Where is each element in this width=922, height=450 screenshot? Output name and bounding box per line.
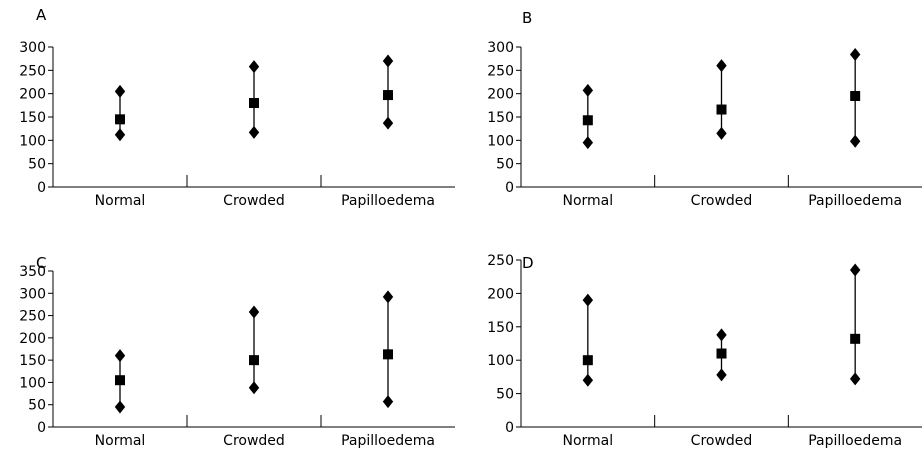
diamond-marker <box>248 305 260 319</box>
x-tick-label: Papilloedema <box>341 433 435 449</box>
diamond-marker <box>248 125 260 139</box>
y-tick-label: 150 <box>487 320 514 336</box>
y-tick-label: 250 <box>19 63 46 79</box>
y-tick-label: 200 <box>19 331 46 347</box>
y-tick-label: 250 <box>487 253 514 269</box>
square-marker <box>115 375 125 386</box>
x-tick-label: Normal <box>95 433 146 449</box>
y-tick-label: 100 <box>19 375 46 391</box>
diamond-marker <box>716 126 727 140</box>
diamond-marker <box>716 328 727 342</box>
y-tick-label: 300 <box>19 286 46 302</box>
y-tick-label: 50 <box>496 387 514 403</box>
x-tick-label: Normal <box>563 193 614 209</box>
diamond-marker <box>849 47 861 61</box>
diamond-marker <box>849 134 861 148</box>
y-tick-label: 250 <box>487 63 514 79</box>
y-tick-label: 0 <box>505 180 514 196</box>
diamond-marker <box>382 290 394 304</box>
y-tick-label: 150 <box>487 110 514 126</box>
diamond-marker <box>248 381 260 395</box>
square-marker <box>115 114 125 125</box>
y-tick-label: 100 <box>487 353 514 369</box>
diamond-marker <box>114 128 126 142</box>
diamond-marker <box>716 59 727 73</box>
panel-letter: C <box>36 254 46 272</box>
x-tick-label: Crowded <box>223 193 285 209</box>
x-tick-label: Papilloedema <box>808 433 902 449</box>
x-tick-label: Crowded <box>223 433 285 449</box>
y-tick-label: 250 <box>19 309 46 325</box>
x-tick-label: Normal <box>563 433 614 449</box>
square-marker <box>249 98 259 108</box>
diamond-marker <box>849 372 861 386</box>
square-marker <box>383 349 393 360</box>
panel-c: C 0 50 100 150 200 250 300 350 Normal Crowded Papil… <box>19 254 455 449</box>
y-tick-label: 200 <box>487 87 514 103</box>
diamond-marker <box>716 368 727 382</box>
y-tick-label: 300 <box>487 40 514 56</box>
y-tick-label: 100 <box>487 133 514 149</box>
square-marker <box>716 104 727 115</box>
y-tick-label: 200 <box>19 87 46 103</box>
square-marker <box>716 348 727 359</box>
x-tick-label: Normal <box>95 193 146 209</box>
square-marker <box>383 90 393 101</box>
panel-b: B 0 50 100 150 200 250 300 Normal Crowded Papilloe… <box>487 9 922 209</box>
y-tick-label: 300 <box>19 40 46 56</box>
y-tick-label: 50 <box>496 157 514 173</box>
y-tick-label: 150 <box>19 110 46 126</box>
y-tick-label: 200 <box>487 286 514 302</box>
panel-a: A 0 50 100 150 200 250 300 Normal Crowded Papilloe… <box>19 6 455 209</box>
y-tick-label: 50 <box>28 398 46 414</box>
x-tick-label: Papilloedema <box>341 193 435 209</box>
diamond-marker <box>849 263 861 277</box>
diamond-marker <box>582 136 594 150</box>
x-tick-label: Crowded <box>691 433 753 449</box>
diamond-marker <box>382 54 394 68</box>
diamond-marker <box>114 84 126 98</box>
diamond-marker <box>582 293 594 307</box>
x-tick-label: Papilloedema <box>808 193 902 209</box>
diamond-marker <box>114 400 126 414</box>
y-tick-label: 150 <box>19 353 46 369</box>
square-marker <box>249 355 259 366</box>
x-tick-label: Crowded <box>691 193 753 209</box>
square-marker <box>850 333 861 344</box>
y-tick-label: 0 <box>37 180 46 196</box>
diamond-marker <box>582 373 594 387</box>
diamond-marker <box>114 349 126 363</box>
y-tick-label: 50 <box>28 157 46 173</box>
diamond-marker <box>382 395 394 409</box>
square-marker <box>582 355 593 366</box>
y-tick-label: 100 <box>19 133 46 149</box>
y-tick-label: 350 <box>19 264 46 280</box>
panel-letter: A <box>36 6 47 24</box>
square-marker <box>850 91 861 101</box>
diamond-marker <box>382 116 394 130</box>
panel-letter: D <box>522 254 534 272</box>
diamond-marker <box>248 60 260 74</box>
panel-d: D 0 50 100 150 200 250 Normal Crowded Papilloedem… <box>487 253 922 449</box>
y-tick-label: 0 <box>37 420 46 436</box>
y-tick-label: 0 <box>505 420 514 436</box>
square-marker <box>582 115 593 126</box>
diamond-marker <box>582 83 594 97</box>
panel-letter: B <box>522 9 532 27</box>
